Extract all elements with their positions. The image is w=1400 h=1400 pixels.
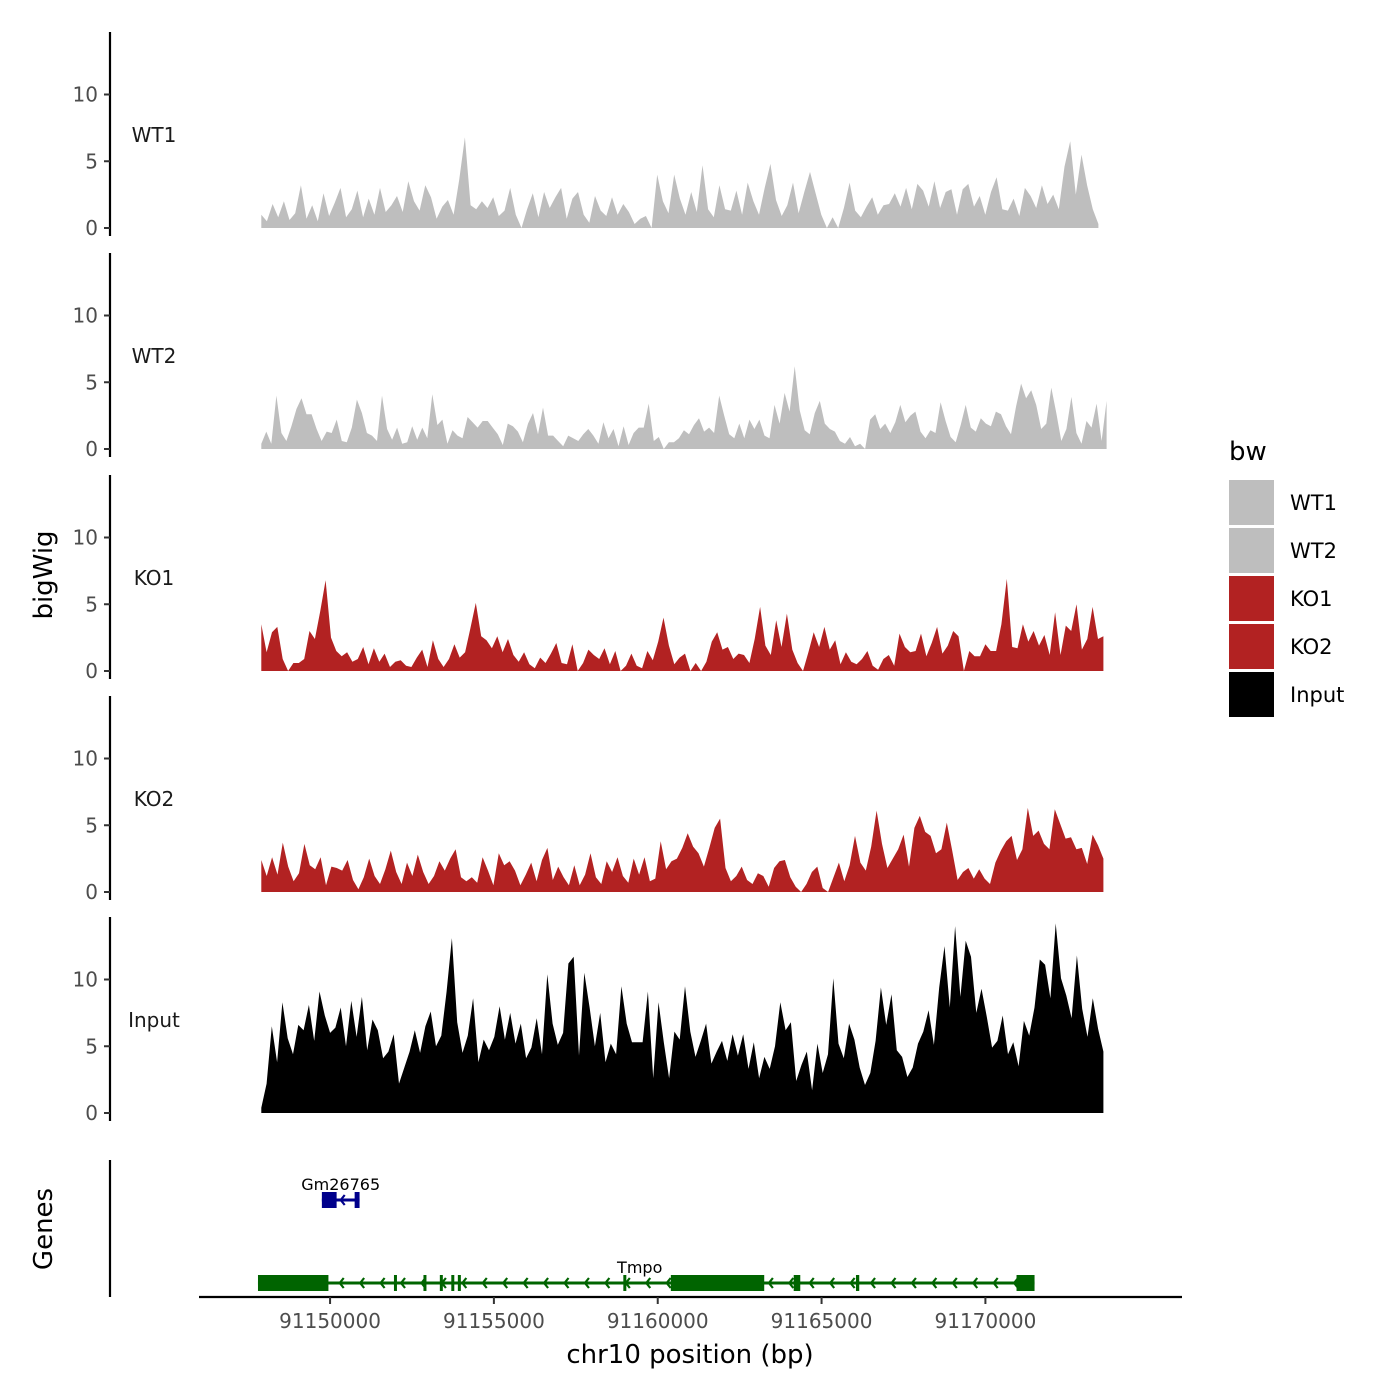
strand-chevron: [828, 1277, 836, 1289]
genes-axis-title: Genes: [29, 1188, 59, 1270]
track-label-input: Input: [128, 1008, 180, 1032]
legend-key-ko2: [1229, 624, 1274, 669]
y-tick-label: 0: [85, 437, 98, 461]
track-label-ko1: KO1: [134, 566, 175, 590]
strand-chevron: [910, 1277, 917, 1289]
legend-key-input: [1229, 672, 1274, 717]
strand-chevron: [379, 1277, 386, 1289]
strand-chevron: [338, 1277, 345, 1289]
strand-chevron: [460, 1277, 468, 1289]
gene-exon: [1016, 1275, 1035, 1291]
gene-exon: [393, 1275, 397, 1291]
y-tick-label: 5: [85, 813, 98, 837]
strand-chevron: [971, 1277, 979, 1289]
legend-key-wt1: [1229, 480, 1274, 525]
coverage-tracks: 0 5 10 WT1 0 5 10 WT2 0 5 10 KO1 0 5 10 KO2 0 5 10 Input: [73, 32, 1107, 1125]
legend-key-wt2: [1229, 528, 1274, 573]
gene-exon: [423, 1275, 427, 1291]
strand-chevron: [951, 1277, 958, 1289]
gene-exon: [451, 1275, 455, 1291]
coverage-area-ko2: [261, 807, 1104, 892]
track-label-wt1: WT1: [132, 123, 177, 147]
strand-chevron: [399, 1277, 406, 1289]
y-tick-label: 0: [85, 216, 98, 240]
strand-chevron: [767, 1277, 774, 1289]
track-input: 0 5 10 Input: [73, 917, 1104, 1125]
strand-chevron: [808, 1277, 815, 1289]
legend-label-wt1: WT1: [1290, 491, 1337, 515]
x-axis-title: chr10 position (bp): [566, 1340, 813, 1370]
strand-chevron: [501, 1277, 509, 1289]
strand-chevron: [603, 1277, 611, 1289]
gene-label-tmpo: Tmpo: [616, 1258, 662, 1277]
genes-panel: Gm26765 Tmpo: [108, 1160, 1035, 1297]
strand-chevron: [869, 1277, 876, 1289]
y-tick-label: 10: [73, 83, 98, 107]
strand-chevron: [930, 1277, 938, 1289]
gene-label-gm26765: Gm26765: [301, 1175, 380, 1194]
strand-chevron: [992, 1277, 999, 1289]
coverage-area-wt1: [261, 137, 1099, 228]
x-tick-label: 91160000: [607, 1309, 709, 1333]
strand-chevron: [358, 1277, 366, 1289]
y-tick-label: 5: [85, 592, 98, 616]
legend-title: bw: [1229, 437, 1267, 467]
gene-exon: [855, 1275, 860, 1291]
coverage-area-ko1: [261, 578, 1104, 671]
track-ko2: 0 5 10 KO2: [73, 696, 1104, 904]
strand-chevron: [665, 1277, 672, 1289]
coverage-area-wt2: [261, 366, 1107, 449]
legend: bw WT1 WT2 KO1 KO2 Input: [1229, 437, 1344, 717]
track-wt2: 0 5 10 WT2: [73, 253, 1107, 461]
strand-chevron: [563, 1277, 570, 1289]
x-tick-label: 91150000: [279, 1309, 381, 1333]
strand-chevron: [890, 1277, 897, 1289]
y-tick-label: 5: [85, 149, 98, 173]
gene-tmpo: Tmpo: [257, 1258, 1035, 1291]
gene-exon: [257, 1275, 329, 1291]
y-tick-label: 10: [73, 304, 98, 328]
x-tick-label: 91165000: [771, 1309, 873, 1333]
strand-chevron: [583, 1277, 590, 1289]
strand-chevron: [481, 1277, 488, 1289]
legend-label-ko2: KO2: [1290, 635, 1333, 659]
y-tick-label: 0: [85, 880, 98, 904]
gene-exon: [354, 1192, 360, 1208]
coverage-area-input: [261, 923, 1104, 1113]
y-tick-label: 10: [73, 747, 98, 771]
y-tick-label: 10: [73, 526, 98, 550]
gene-gm26765: Gm26765: [301, 1175, 380, 1208]
gene-exon: [321, 1192, 337, 1208]
strand-chevron: [849, 1277, 856, 1289]
track-label-wt2: WT2: [132, 344, 177, 368]
strand-chevron: [542, 1277, 549, 1289]
y-axis-title: bigWig: [29, 530, 59, 619]
strand-chevron: [787, 1277, 795, 1289]
track-wt1: 0 5 10 WT1: [73, 32, 1099, 240]
gene-exon: [670, 1275, 765, 1291]
legend-label-input: Input: [1290, 683, 1344, 707]
gene-exon: [623, 1275, 627, 1291]
x-tick-label: 91155000: [443, 1309, 545, 1333]
track-ko1: 0 5 10 KO1: [73, 475, 1104, 683]
y-tick-label: 5: [85, 370, 98, 394]
strand-chevron: [522, 1277, 529, 1289]
x-axis-ticks: 91150000 91155000 91160000 91165000 91170000: [279, 1297, 1036, 1333]
strand-chevron: [339, 1194, 346, 1206]
strand-chevron: [644, 1277, 652, 1289]
y-tick-label: 0: [85, 659, 98, 683]
track-label-ko2: KO2: [134, 787, 175, 811]
y-tick-label: 5: [85, 1034, 98, 1058]
legend-label-ko1: KO1: [1290, 587, 1333, 611]
gene-exon: [457, 1275, 461, 1291]
y-tick-label: 10: [73, 968, 98, 992]
gene-exon: [793, 1275, 801, 1291]
legend-label-wt2: WT2: [1290, 539, 1337, 563]
y-tick-label: 0: [85, 1101, 98, 1125]
gene-exon: [439, 1275, 443, 1291]
x-tick-label: 91170000: [935, 1309, 1037, 1333]
legend-key-ko1: [1229, 576, 1274, 621]
